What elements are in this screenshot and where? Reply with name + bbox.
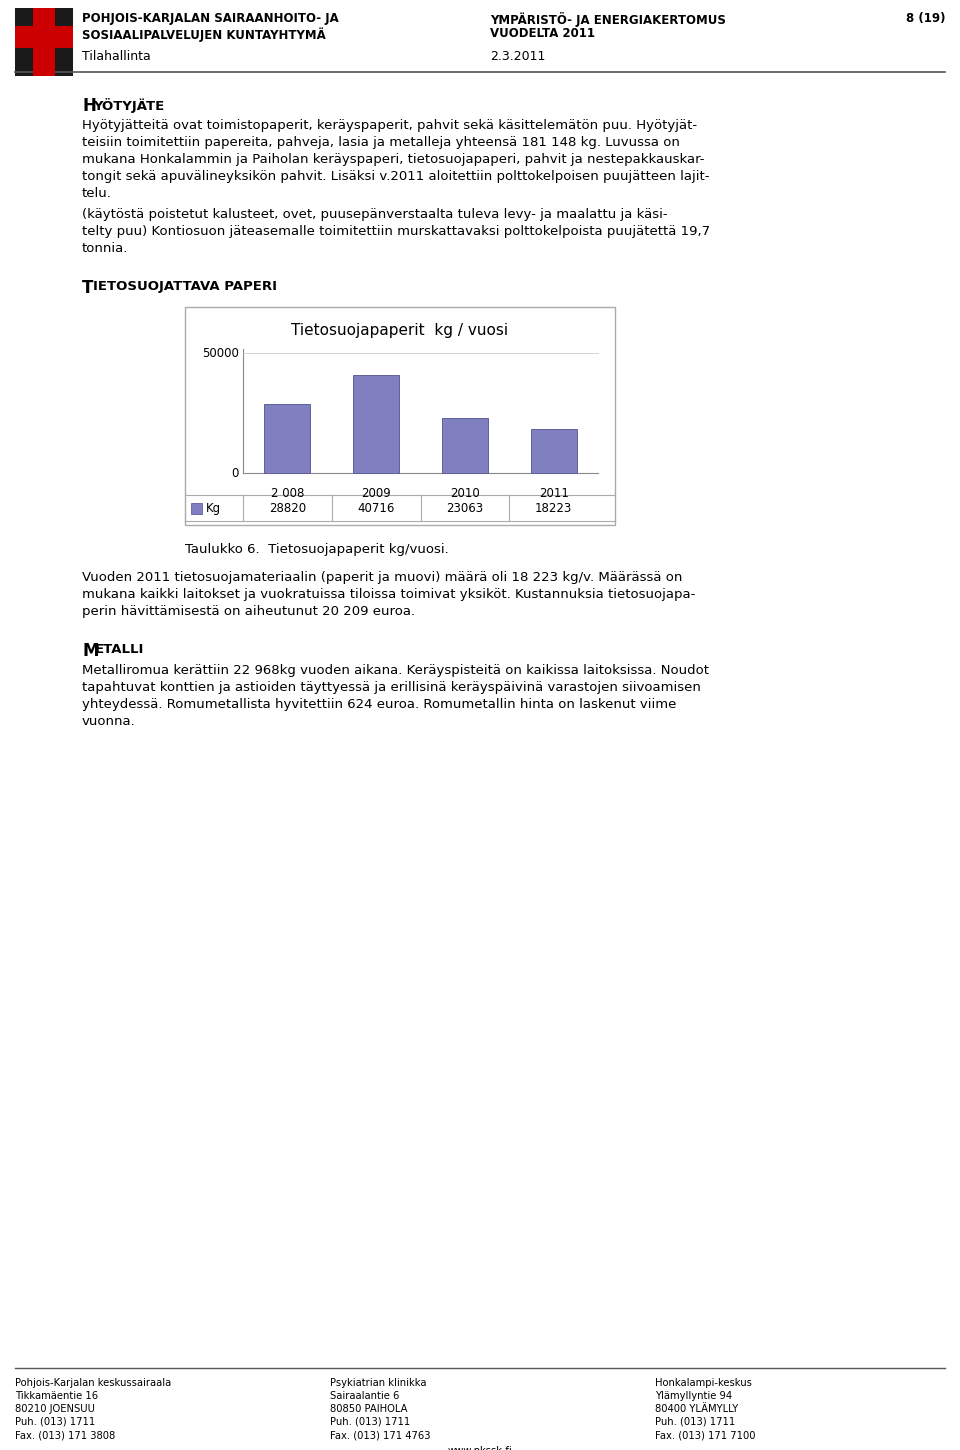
Text: YÖTYJÄTE: YÖTYJÄTE bbox=[93, 99, 164, 113]
Text: Puh. (013) 1711: Puh. (013) 1711 bbox=[330, 1417, 410, 1427]
Text: 8 (19): 8 (19) bbox=[905, 12, 945, 25]
Text: 80400 YLÄMYLLY: 80400 YLÄMYLLY bbox=[655, 1404, 738, 1414]
Text: tongit sekä apuvälineyksikön pahvit. Lisäksi v.2011 aloitettiin polttokelpoisen : tongit sekä apuvälineyksikön pahvit. Lis… bbox=[82, 170, 709, 183]
Text: Metalliromua kerättiin 22 968kg vuoden aikana. Keräyspisteitä on kaikissa laitok: Metalliromua kerättiin 22 968kg vuoden a… bbox=[82, 664, 709, 677]
Bar bbox=[353, 376, 399, 473]
Text: Fax. (013) 171 7100: Fax. (013) 171 7100 bbox=[655, 1430, 756, 1440]
Text: 2010: 2010 bbox=[450, 487, 480, 500]
Text: 2011: 2011 bbox=[539, 487, 568, 500]
Text: vuonna.: vuonna. bbox=[82, 715, 135, 728]
Text: Hyötyjätteitä ovat toimistopaperit, keräyspaperit, pahvit sekä käsittelemätön pu: Hyötyjätteitä ovat toimistopaperit, kerä… bbox=[82, 119, 697, 132]
Text: perin hävittämisestä on aiheutunut 20 209 euroa.: perin hävittämisestä on aiheutunut 20 20… bbox=[82, 605, 415, 618]
Text: Ylämyllyntie 94: Ylämyllyntie 94 bbox=[655, 1391, 732, 1401]
Text: Sairaalantie 6: Sairaalantie 6 bbox=[330, 1391, 399, 1401]
Text: 40716: 40716 bbox=[357, 502, 395, 515]
Text: VUODELTA 2011: VUODELTA 2011 bbox=[490, 28, 595, 41]
Text: Fax. (013) 171 3808: Fax. (013) 171 3808 bbox=[15, 1430, 115, 1440]
Text: Puh. (013) 1711: Puh. (013) 1711 bbox=[15, 1417, 95, 1427]
Text: 50000: 50000 bbox=[203, 347, 239, 360]
Text: M: M bbox=[82, 642, 99, 660]
Text: tonnia.: tonnia. bbox=[82, 242, 129, 255]
Bar bbox=[185, 307, 615, 525]
Bar bbox=[15, 9, 73, 75]
Text: Kg: Kg bbox=[206, 502, 221, 515]
Text: 0: 0 bbox=[231, 467, 239, 480]
Bar bbox=[191, 503, 202, 513]
Text: T: T bbox=[82, 278, 93, 297]
Text: Vuoden 2011 tietosuojamateriaalin (paperit ja muovi) määrä oli 18 223 kg/v. Määr: Vuoden 2011 tietosuojamateriaalin (paper… bbox=[82, 571, 683, 584]
Text: Tietosuojapaperit  kg / vuosi: Tietosuojapaperit kg / vuosi bbox=[292, 323, 509, 338]
Text: telu.: telu. bbox=[82, 187, 112, 200]
Text: Taulukko 6.  Tietosuojapaperit kg/vuosi.: Taulukko 6. Tietosuojapaperit kg/vuosi. bbox=[185, 542, 448, 555]
Text: mukana kaikki laitokset ja vuokratuissa tiloissa toimivat yksiköt. Kustannuksia : mukana kaikki laitokset ja vuokratuissa … bbox=[82, 589, 695, 600]
Text: IETOSUOJATTAVA PAPERI: IETOSUOJATTAVA PAPERI bbox=[93, 280, 277, 293]
Text: mukana Honkalammin ja Paiholan keräyspaperi, tietosuojapaperi, pahvit ja nestepa: mukana Honkalammin ja Paiholan keräyspap… bbox=[82, 154, 705, 165]
Text: Tikkamäentie 16: Tikkamäentie 16 bbox=[15, 1391, 98, 1401]
Text: 80210 JOENSUU: 80210 JOENSUU bbox=[15, 1404, 95, 1414]
Text: Puh. (013) 1711: Puh. (013) 1711 bbox=[655, 1417, 735, 1427]
Text: (käytöstä poistetut kalusteet, ovet, puusepänverstaalta tuleva levy- ja maalattu: (käytöstä poistetut kalusteet, ovet, puu… bbox=[82, 207, 667, 220]
Text: SOSIAALIPALVELUJEN KUNTAYHTYMÄ: SOSIAALIPALVELUJEN KUNTAYHTYMÄ bbox=[82, 28, 325, 42]
Text: teisiin toimitettiin papereita, pahveja, lasia ja metalleja yhteensä 181 148 kg.: teisiin toimitettiin papereita, pahveja,… bbox=[82, 136, 680, 149]
Text: 18223: 18223 bbox=[535, 502, 572, 515]
Text: YMPÄRISTÖ- JA ENERGIAKERTOMUS: YMPÄRISTÖ- JA ENERGIAKERTOMUS bbox=[490, 12, 726, 28]
Bar bbox=[15, 26, 73, 48]
Text: H: H bbox=[82, 97, 96, 115]
Text: 2.3.2011: 2.3.2011 bbox=[490, 49, 545, 62]
Text: ETALLI: ETALLI bbox=[95, 642, 144, 655]
Bar bbox=[531, 429, 577, 473]
Text: Psykiatrian klinikka: Psykiatrian klinikka bbox=[330, 1378, 426, 1388]
Text: Fax. (013) 171 4763: Fax. (013) 171 4763 bbox=[330, 1430, 430, 1440]
Text: www.pkssk.fi: www.pkssk.fi bbox=[447, 1446, 513, 1450]
Bar bbox=[264, 405, 310, 473]
Text: 28820: 28820 bbox=[269, 502, 306, 515]
Text: 2009: 2009 bbox=[361, 487, 391, 500]
Text: 23063: 23063 bbox=[446, 502, 484, 515]
Text: 80850 PAIHOLA: 80850 PAIHOLA bbox=[330, 1404, 407, 1414]
Text: 2 008: 2 008 bbox=[271, 487, 304, 500]
Bar bbox=[442, 418, 488, 473]
Text: Tilahallinta: Tilahallinta bbox=[82, 49, 151, 62]
Text: POHJOIS-KARJALAN SAIRAANHOITO- JA: POHJOIS-KARJALAN SAIRAANHOITO- JA bbox=[82, 12, 339, 25]
Text: tapahtuvat konttien ja astioiden täyttyessä ja erillisinä keräyspäivinä varastoj: tapahtuvat konttien ja astioiden täyttye… bbox=[82, 682, 701, 695]
Text: telty puu) Kontiosuon jäteasemalle toimitettiin murskattavaksi polttokelpoista p: telty puu) Kontiosuon jäteasemalle toimi… bbox=[82, 225, 710, 238]
Text: Pohjois-Karjalan keskussairaala: Pohjois-Karjalan keskussairaala bbox=[15, 1378, 171, 1388]
Text: yhteydessä. Romumetallista hyvitettiin 624 euroa. Romumetallin hinta on laskenut: yhteydessä. Romumetallista hyvitettiin 6… bbox=[82, 697, 677, 710]
Text: Honkalampi-keskus: Honkalampi-keskus bbox=[655, 1378, 752, 1388]
Bar bbox=[33, 9, 55, 75]
